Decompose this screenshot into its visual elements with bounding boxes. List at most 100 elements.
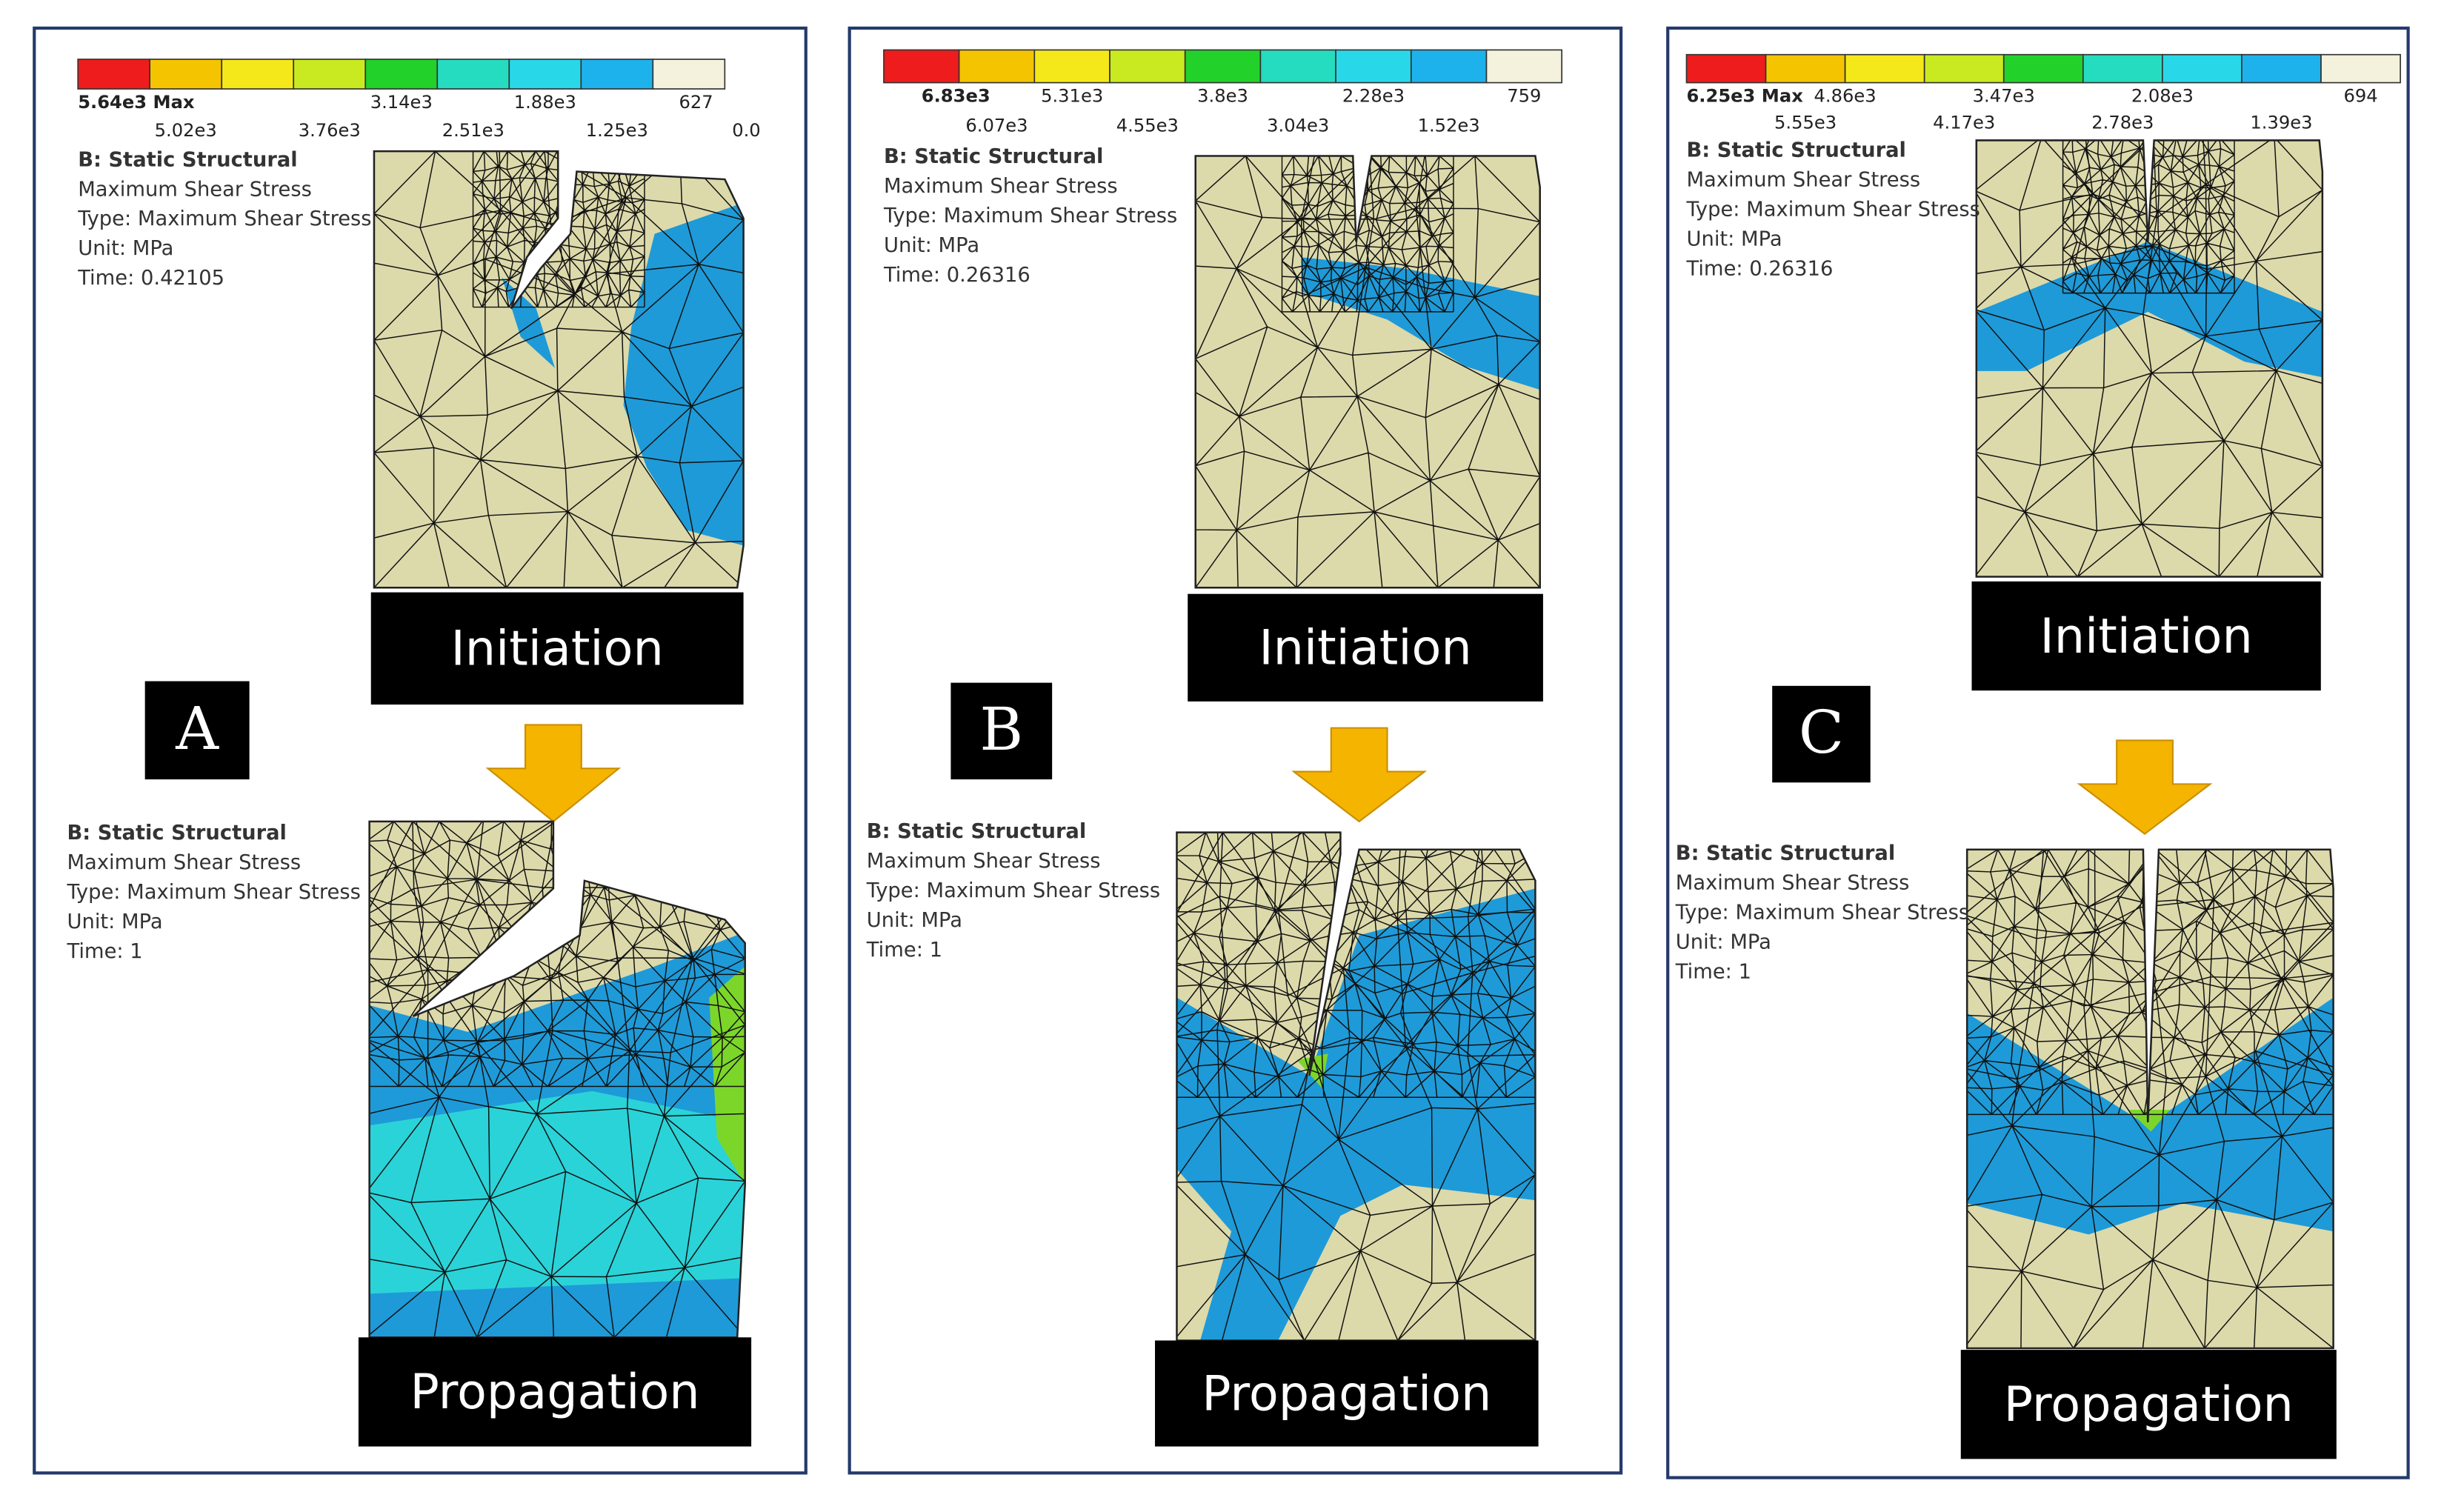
info-title: B: Static Structural (78, 148, 297, 171)
info-line: Time: 1 (1675, 960, 1751, 983)
info-line: Unit: MPa (884, 234, 979, 257)
stage-label-box (370, 592, 744, 705)
info-line: Type: Maximum Shear Stress (883, 204, 1177, 227)
legend-label: 1.52e3 (1418, 116, 1480, 136)
legend-label: 6.83e3 (922, 86, 990, 107)
panel-letter: C (1799, 698, 1844, 767)
specimen-outline (1965, 848, 2334, 1350)
legend-swatch (2002, 53, 2084, 84)
mesh-lines (373, 151, 744, 588)
info-line: Time: 0.42105 (77, 267, 224, 290)
legend-label: 3.04e3 (1267, 116, 1329, 136)
legend-swatch (1923, 53, 2005, 84)
specimen (1976, 140, 2323, 577)
mesh-lines (2062, 140, 2235, 294)
legend-swatch (2162, 53, 2242, 84)
info-line: Maximum Shear Stress (884, 175, 1118, 198)
legend-label: 2.08e3 (2131, 86, 2194, 107)
info-title: B: Static Structural (1676, 842, 1895, 865)
legend-swatch (1685, 53, 1767, 84)
legend-label: 2.51e3 (442, 120, 505, 141)
legend-label: 4.55e3 (1116, 116, 1179, 136)
legend-swatch (1184, 49, 1262, 84)
specimen (369, 821, 745, 1338)
info-title: B: Static Structural (884, 145, 1103, 168)
info-title: B: Static Structural (1686, 139, 1905, 162)
legend-label: 3.76e3 (299, 120, 361, 141)
panel-letter-box (1772, 685, 1871, 783)
legend-label: 3.47e3 (1973, 86, 2035, 107)
mesh-lines (1976, 140, 2323, 577)
arrow (485, 724, 622, 823)
stage-label: Propagation (410, 1364, 699, 1420)
legend-label: 3.8e3 (1197, 86, 1248, 107)
mesh-lines (1967, 849, 2334, 1349)
panel-letter-box (144, 681, 250, 780)
legend-label: 5.64e3 Max (78, 92, 195, 113)
legend-label: 2.28e3 (1342, 86, 1405, 107)
stage-label-box (1155, 1340, 1539, 1447)
panel-frame (848, 26, 1623, 1475)
info-line: Maximum Shear Stress (67, 851, 301, 874)
info-line: Maximum Shear Stress (1676, 872, 1910, 895)
stress-region (369, 1278, 745, 1338)
info-line: Maximum Shear Stress (1686, 169, 1920, 192)
stress-region (1976, 242, 2323, 378)
legend-label: 5.31e3 (1041, 86, 1103, 107)
specimen-outline (373, 150, 745, 589)
stage-label-box (358, 1337, 752, 1447)
legend-label: 627 (679, 92, 713, 113)
panel-letter: A (175, 694, 219, 763)
stage-label-box (1188, 593, 1543, 702)
legend-swatch (1109, 49, 1186, 84)
info-line: Time: 0.26316 (883, 264, 1030, 287)
legend-swatch (1410, 49, 1488, 84)
legend-label: 1.25e3 (586, 120, 648, 141)
stress-region (623, 202, 744, 546)
info-line: Maximum Shear Stress (867, 850, 1101, 873)
legend-label: 2.78e3 (2091, 112, 2154, 133)
info-line: Type: Maximum Shear Stress (77, 207, 371, 230)
legend-label: 759 (1507, 86, 1541, 107)
legend-swatch (436, 59, 510, 90)
info-line: Type: Maximum Shear Stress (866, 879, 1160, 902)
panel-letter-box (950, 682, 1053, 780)
legend-label: 6.25e3 Max (1686, 86, 1803, 107)
info-line: Unit: MPa (67, 910, 162, 933)
legend-label: 6.07e3 (965, 116, 1028, 136)
legend-swatch (364, 59, 439, 90)
stage-label: Propagation (2004, 1376, 2294, 1433)
info-line: Type: Maximum Shear Stress (1675, 901, 1969, 924)
legend-swatch (293, 59, 367, 90)
info-line: Unit: MPa (867, 909, 962, 932)
stage-label: Initiation (1259, 620, 1471, 676)
panel-frame (1666, 26, 2410, 1479)
info-line: Time: 0.26316 (1685, 258, 1833, 281)
legend-swatch (1844, 53, 1925, 84)
specimen (1176, 832, 1536, 1341)
legend-label: 1.39e3 (2250, 112, 2312, 133)
specimen (1195, 156, 1540, 588)
legend-swatch (77, 59, 151, 90)
stress-region (369, 932, 745, 1126)
info-title: B: Static Structural (67, 822, 286, 845)
stage-label-box (1960, 1350, 2337, 1459)
mesh-lines (1967, 849, 2334, 1116)
stage-label-box (1971, 581, 2321, 691)
stage-label: Propagation (1202, 1365, 1491, 1422)
legend-swatch (508, 59, 582, 90)
specimen-outline (1975, 139, 2324, 578)
legend-swatch (2320, 53, 2401, 84)
info-line: Unit: MPa (78, 237, 173, 260)
legend-label: 5.02e3 (155, 120, 217, 141)
legend-swatch (1765, 53, 1846, 84)
legend-swatch (1485, 49, 1563, 84)
panel-letter: B (979, 695, 1023, 764)
legend-swatch (149, 59, 223, 90)
arrow (2077, 739, 2213, 836)
legend-swatch (2082, 53, 2163, 84)
info-title: B: Static Structural (867, 820, 1086, 843)
info-line: Maximum Shear Stress (78, 178, 312, 201)
